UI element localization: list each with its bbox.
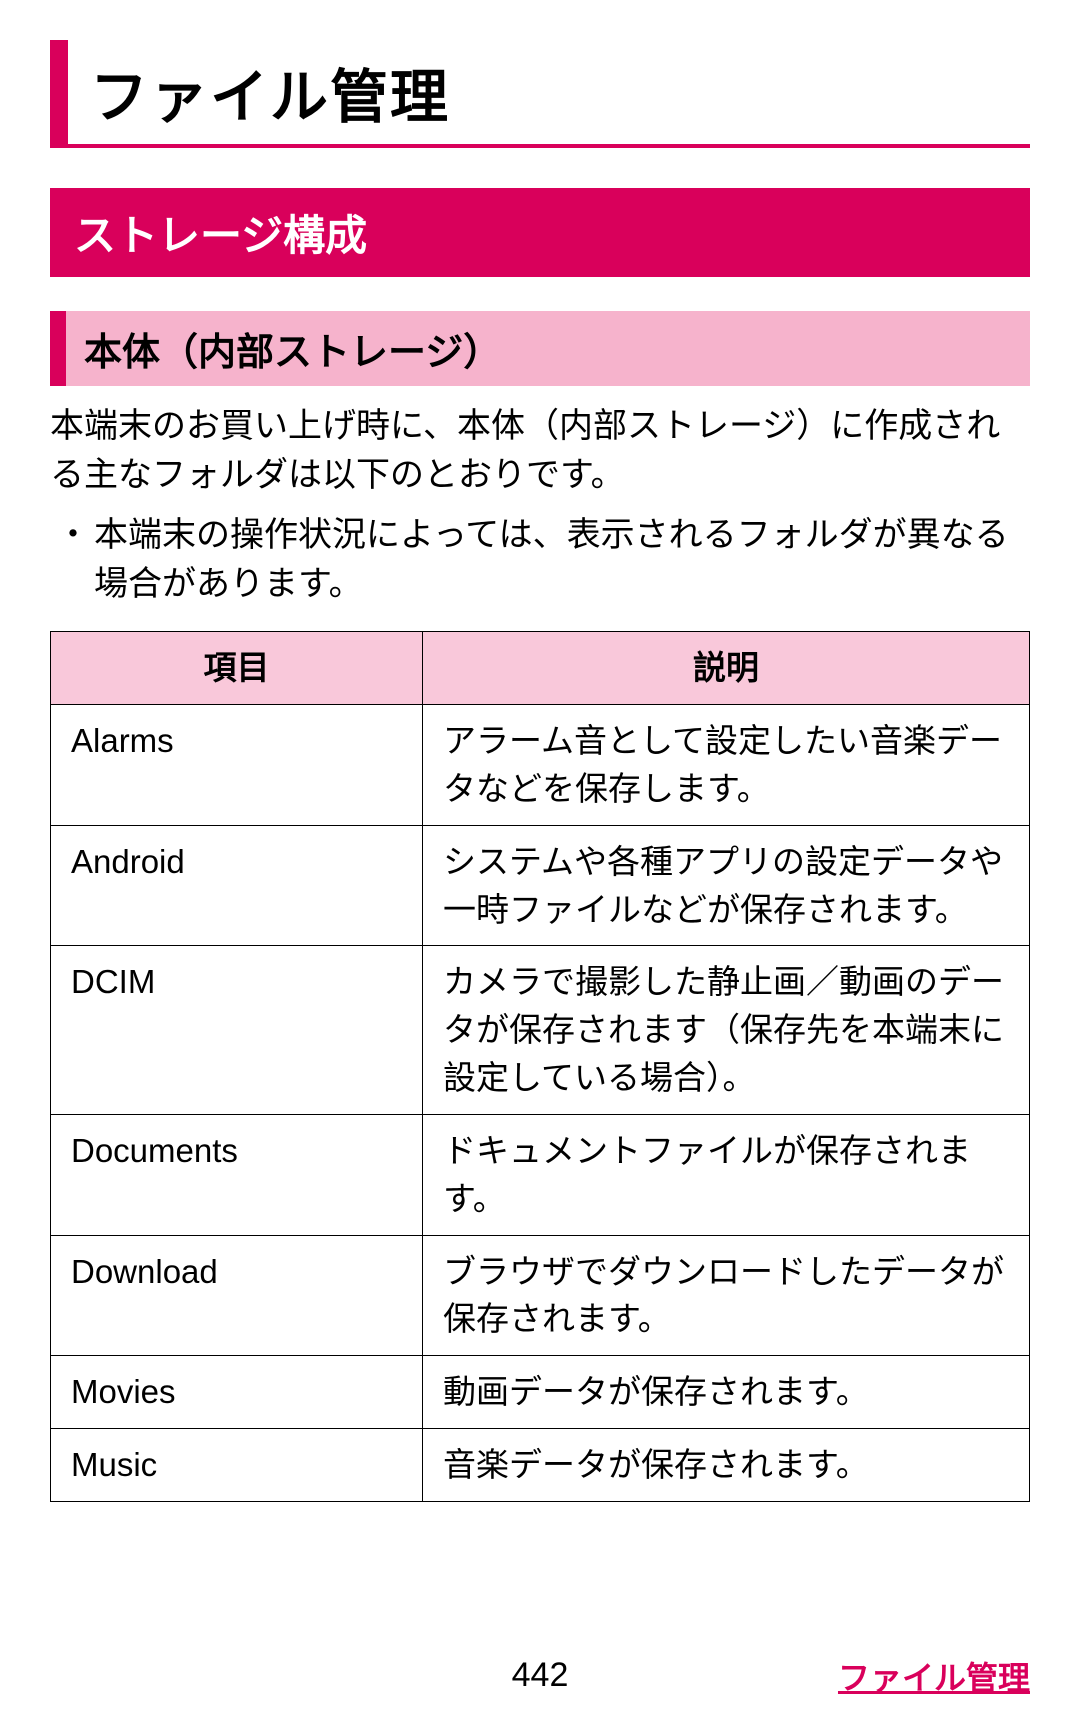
section-banner: ストレージ構成 <box>50 188 1030 277</box>
intro-paragraph: 本端末のお買い上げ時に、本体（内部ストレージ）に作成される主なフォルダは以下のと… <box>50 402 1030 501</box>
table-cell-desc: カメラで撮影した静止画／動画のデータが保存されます（保存先を本端末に設定している… <box>423 946 1030 1115</box>
page-title-block: ファイル管理 <box>50 40 1030 148</box>
table-cell-desc: ブラウザでダウンロードしたデータが保存されます。 <box>423 1235 1030 1356</box>
table-header-row: 項目 説明 <box>51 632 1030 705</box>
table-row: DCIMカメラで撮影した静止画／動画のデータが保存されます（保存先を本端末に設定… <box>51 946 1030 1115</box>
table-cell-item: Movies <box>51 1356 423 1429</box>
folders-table: 項目 説明 Alarmsアラーム音として設定したい音楽データなどを保存します。A… <box>50 631 1030 1502</box>
table-cell-item: Documents <box>51 1114 423 1235</box>
table-cell-item: Alarms <box>51 705 423 826</box>
table-row: Downloadブラウザでダウンロードしたデータが保存されます。 <box>51 1235 1030 1356</box>
table-cell-desc: 動画データが保存されます。 <box>423 1356 1030 1429</box>
bullet-text: 本端末の操作状況によっては、表示されるフォルダが異なる場合があります。 <box>94 511 1030 610</box>
table-body: Alarmsアラーム音として設定したい音楽データなどを保存します。Android… <box>51 705 1030 1502</box>
footer-section-link[interactable]: ファイル管理 <box>838 1653 1030 1699</box>
table-cell-item: Music <box>51 1429 423 1502</box>
table-header-desc: 説明 <box>423 632 1030 705</box>
bullet-item: ・ 本端末の操作状況によっては、表示されるフォルダが異なる場合があります。 <box>50 511 1030 610</box>
table-row: Alarmsアラーム音として設定したい音楽データなどを保存します。 <box>51 705 1030 826</box>
bullet-marker: ・ <box>50 511 94 610</box>
subsection-banner: 本体（内部ストレージ） <box>50 311 1030 386</box>
table-cell-item: DCIM <box>51 946 423 1115</box>
section-title: ストレージ構成 <box>74 202 1006 263</box>
page-number: 442 <box>512 1656 569 1695</box>
table-header-item: 項目 <box>51 632 423 705</box>
table-row: Movies動画データが保存されます。 <box>51 1356 1030 1429</box>
table-cell-desc: アラーム音として設定したい音楽データなどを保存します。 <box>423 705 1030 826</box>
table-cell-desc: システムや各種アプリの設定データや一時ファイルなどが保存されます。 <box>423 825 1030 946</box>
table-row: Music音楽データが保存されます。 <box>51 1429 1030 1502</box>
table-row: Androidシステムや各種アプリの設定データや一時ファイルなどが保存されます。 <box>51 825 1030 946</box>
table-cell-desc: ドキュメントファイルが保存されます。 <box>423 1114 1030 1235</box>
table-row: Documentsドキュメントファイルが保存されます。 <box>51 1114 1030 1235</box>
table-cell-desc: 音楽データが保存されます。 <box>423 1429 1030 1502</box>
table-cell-item: Android <box>51 825 423 946</box>
page-footer: 442 ファイル管理 <box>0 1656 1080 1695</box>
subsection-title: 本体（内部ストレージ） <box>84 321 1030 376</box>
page-title: ファイル管理 <box>90 50 1030 134</box>
table-cell-item: Download <box>51 1235 423 1356</box>
